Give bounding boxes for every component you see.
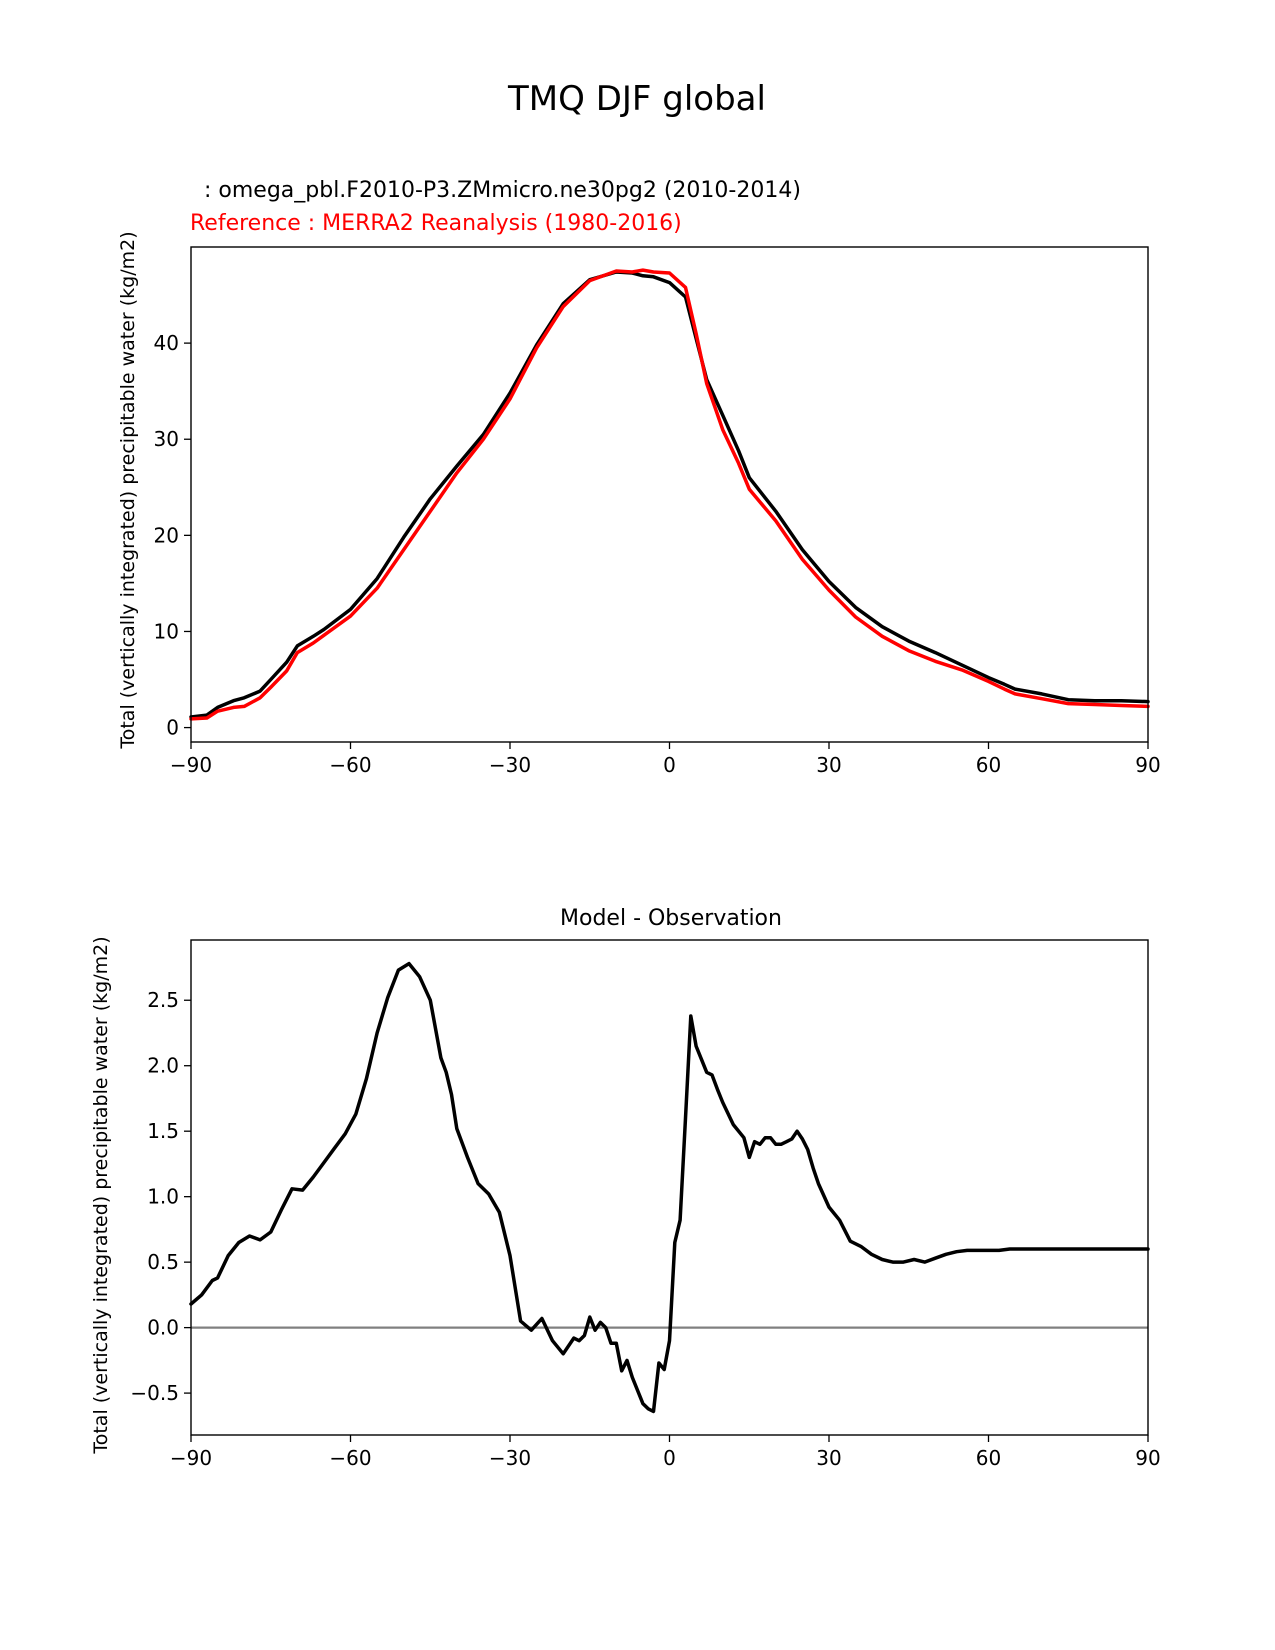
x-tick-label: 30 [816,1446,841,1470]
figure-title: TMQ DJF global [507,79,766,119]
test-case-label: : omega_pbl.F2010-P3.ZMmicro.ne30pg2 (20… [190,178,801,203]
x-tick-label: −30 [489,1446,531,1470]
y-tick-label: 0.0 [147,1316,179,1340]
x-tick-label: 90 [1135,753,1160,777]
y-tick-label: 0.5 [147,1250,179,1274]
y-tick-label: −0.5 [130,1381,179,1405]
climatology-panel: : omega_pbl.F2010-P3.ZMmicro.ne30pg2 (20… [117,178,1161,777]
climatology-ylabel: Total (vertically integrated) precipitab… [117,231,139,749]
difference-title: Model - Observation [560,906,782,931]
y-tick-label: 1.5 [147,1119,179,1143]
y-tick-label: 1.0 [147,1185,179,1209]
reference-label: Reference : MERRA2 Reanalysis (1980-2016… [190,211,682,236]
y-tick-label: 2.0 [147,1054,179,1078]
series-line-0 [189,270,1150,719]
y-tick-label: 0 [166,716,179,740]
x-tick-label: −90 [170,753,212,777]
y-tick-label: 40 [154,331,179,355]
x-tick-label: 60 [976,1446,1001,1470]
x-tick-label: 60 [976,753,1001,777]
y-tick-label: 10 [154,619,179,643]
x-tick-label: −90 [170,1446,212,1470]
difference-panel: Model - Observation −90 −60 −30 0 30 60 90 −0.5… [90,906,1161,1470]
x-tick-label: 0 [663,753,676,777]
x-tick-label: 0 [663,1446,676,1470]
y-tick-label: 20 [154,523,179,547]
difference-plot-area: −90 −60 −30 0 30 60 90 −0.5 0.0 0.5 1.0 1.5 2.0 2.5 [130,939,1161,1470]
series-line-0 [189,961,1150,1414]
x-tick-label: −60 [329,753,371,777]
x-tick-label: 90 [1135,1446,1160,1470]
y-tick-label: 30 [154,427,179,451]
difference-ylabel: Total (vertically integrated) precipitab… [90,936,112,1454]
climatology-plot-area: −90 −60 −30 0 30 60 90 0 10 20 30 40 [154,246,1161,777]
y-tick-label: 2.5 [147,988,179,1012]
x-tick-label: −30 [489,753,531,777]
x-tick-label: −60 [329,1446,371,1470]
series-line-1 [189,268,1150,721]
x-tick-label: 30 [816,753,841,777]
